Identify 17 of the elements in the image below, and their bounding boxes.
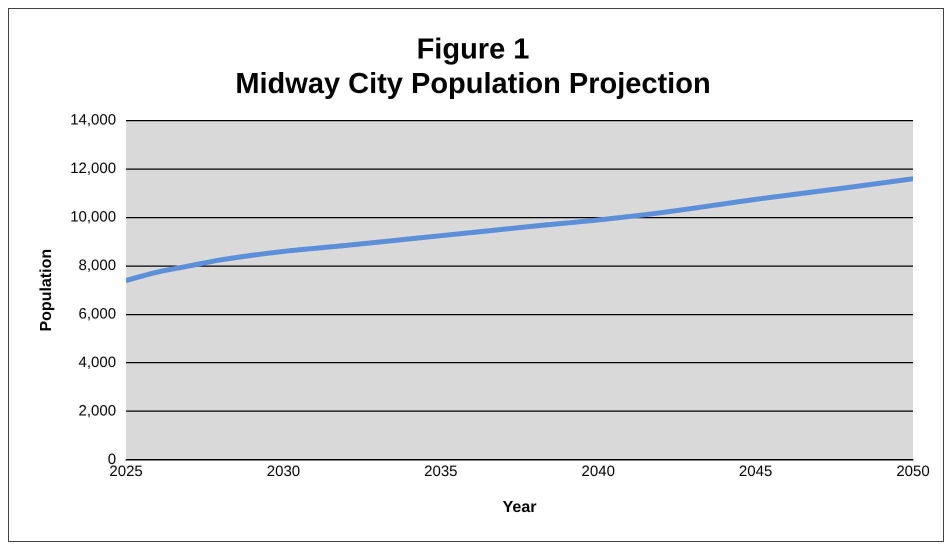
x-tick-label: 2025 (109, 462, 143, 480)
y-tick-label: 14,000 (70, 112, 116, 129)
y-tick-label: 6,000 (78, 306, 116, 323)
chart-title: Figure 1 (416, 33, 530, 66)
y-tick-label: 12,000 (70, 160, 116, 178)
y-tick-label: 4,000 (78, 354, 116, 372)
x-tick-label: 2035 (424, 462, 458, 480)
y-tick-label: 8,000 (78, 257, 116, 274)
x-tick-label: 2050 (896, 462, 930, 480)
y-tick-label: 2,000 (78, 402, 116, 420)
x-tick-label: 2045 (738, 462, 772, 480)
x-tick-label: 2040 (582, 462, 615, 480)
y-tick-label: 10,000 (70, 208, 116, 226)
y-axis-title: Population (38, 248, 56, 332)
x-tick-label: 2030 (266, 462, 300, 480)
x-axis-title: Year (502, 498, 536, 516)
chart-subtitle: Midway City Population Projection (235, 68, 711, 100)
